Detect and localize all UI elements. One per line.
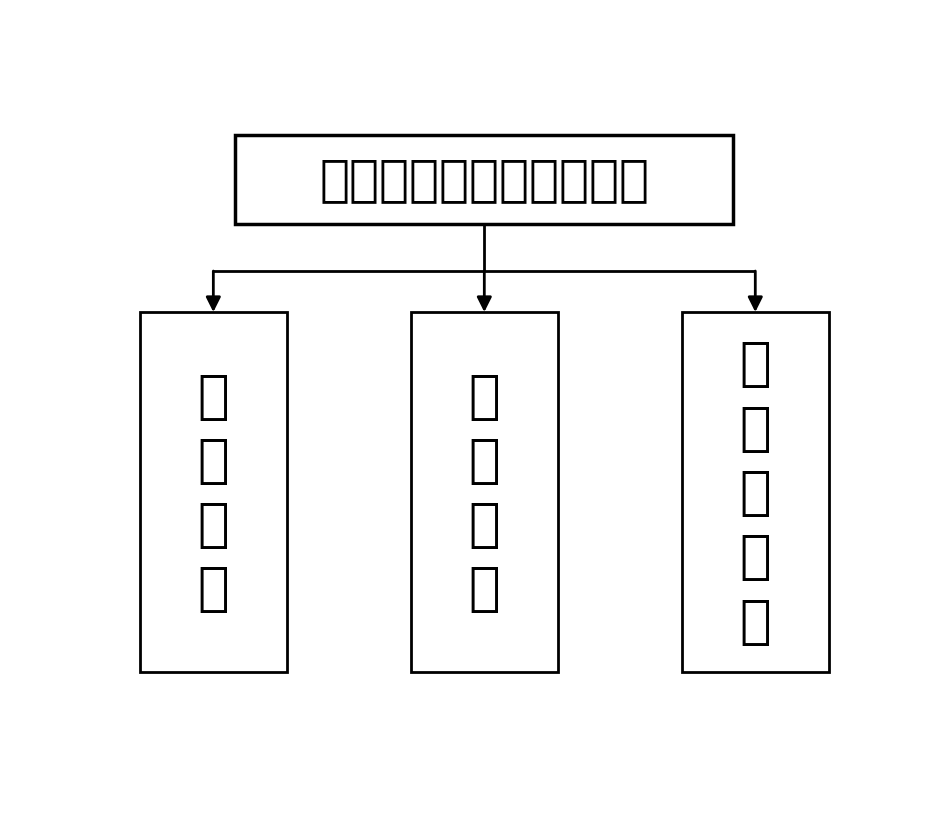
- Text: 打
击
精
度: 打 击 精 度: [468, 370, 499, 615]
- Bar: [411, 313, 557, 672]
- Text: 弹
药
杀
伤
力: 弹 药 杀 伤 力: [739, 338, 770, 647]
- Bar: [235, 136, 733, 224]
- Text: 攻击无人机火力攻击效能: 攻击无人机火力攻击效能: [319, 156, 649, 204]
- Bar: [682, 313, 828, 672]
- Bar: [140, 313, 286, 672]
- Text: 载
弹
数
量: 载 弹 数 量: [197, 370, 228, 615]
